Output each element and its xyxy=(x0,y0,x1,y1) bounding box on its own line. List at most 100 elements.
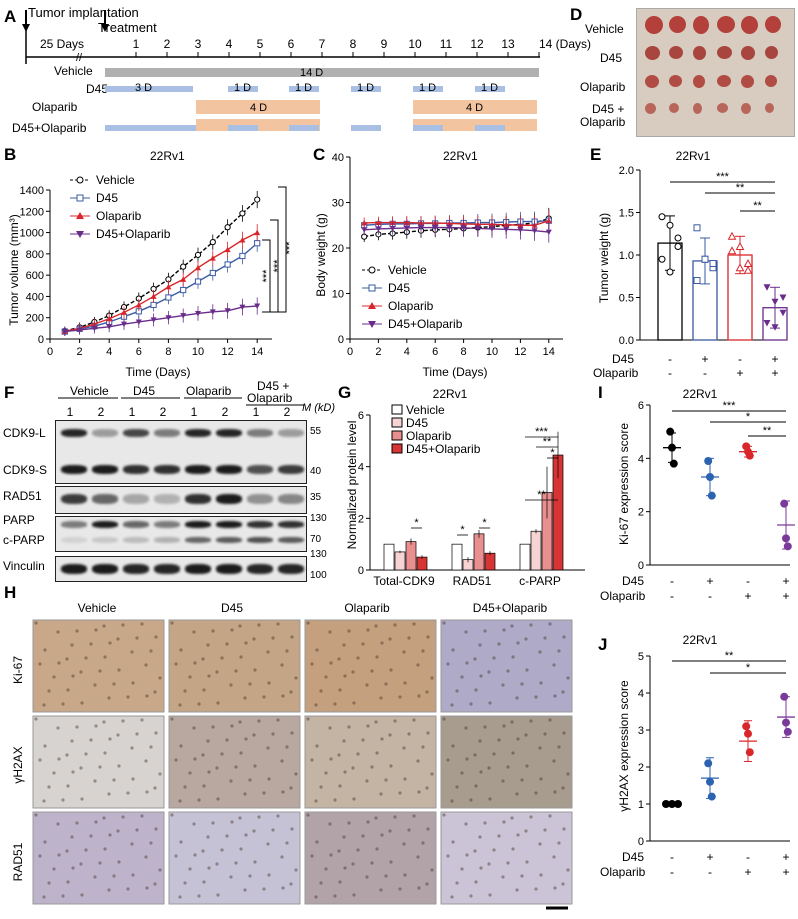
data-point xyxy=(669,459,678,468)
mw-markers: 55 40 35 130 70 130 100 xyxy=(310,426,327,581)
bar xyxy=(484,552,496,571)
cell-nucleus xyxy=(534,791,538,795)
data-point xyxy=(707,792,716,801)
data-point xyxy=(674,234,682,242)
cell-nucleus xyxy=(94,820,98,824)
cell-nucleus xyxy=(144,759,148,763)
cell-nucleus xyxy=(285,745,289,749)
cell-nucleus xyxy=(561,786,565,790)
ihc-image xyxy=(168,715,301,809)
cell-nucleus xyxy=(178,703,182,707)
cell-nucleus xyxy=(192,822,196,826)
olaparib-bar xyxy=(413,100,537,114)
cell-nucleus xyxy=(79,862,83,866)
timeline-tick-label: 9 xyxy=(381,37,388,51)
data-point xyxy=(531,228,538,234)
legend-label: Vehicle xyxy=(406,403,445,417)
lane-label: 2 xyxy=(222,405,229,419)
cell-nucleus xyxy=(93,875,97,879)
cell-nucleus xyxy=(465,853,469,857)
data-point xyxy=(780,692,789,701)
y-tick-label: 0.5 xyxy=(619,293,634,305)
cell-nucleus xyxy=(515,696,519,700)
cell-nucleus xyxy=(465,757,469,761)
tumor xyxy=(645,75,659,88)
cell-nucleus xyxy=(516,737,520,741)
cell-nucleus xyxy=(79,766,83,770)
cell-nucleus xyxy=(379,888,383,892)
cell-nucleus xyxy=(290,827,294,831)
cell-nucleus xyxy=(460,675,464,679)
data-point xyxy=(224,261,231,268)
cell-nucleus xyxy=(543,732,547,736)
cell-nucleus xyxy=(384,682,388,686)
x-tick-label: 8 xyxy=(165,346,171,358)
tumor xyxy=(741,46,755,60)
y-tick-label: 1400 xyxy=(20,185,44,197)
cell-nucleus xyxy=(252,733,256,737)
panel-h: H Vehicle D45 Olaparib D45+Olaparib Ki-6… xyxy=(4,583,573,910)
cell-nucleus xyxy=(474,688,478,692)
legend-marker xyxy=(368,321,376,328)
cell-nucleus xyxy=(473,753,477,757)
y-tick-label: 2 xyxy=(638,507,644,519)
cell-nucleus xyxy=(525,668,529,672)
x-tick-label: 12 xyxy=(221,346,233,358)
data-point xyxy=(150,293,157,299)
x-tick-label: 0 xyxy=(47,346,53,358)
cell-nucleus xyxy=(352,893,356,897)
data-point xyxy=(735,241,745,250)
sign: + xyxy=(706,850,713,864)
cell-nucleus xyxy=(215,862,219,866)
cell-nucleus xyxy=(402,650,406,654)
panel-e-row2: Olaparib xyxy=(593,366,639,380)
blot-band xyxy=(185,429,211,437)
cell-nucleus xyxy=(257,815,261,819)
cell-nucleus xyxy=(108,737,112,741)
cell-nucleus xyxy=(388,829,392,833)
cell-nucleus xyxy=(117,668,121,672)
data-point xyxy=(668,443,676,452)
cell-nucleus xyxy=(492,848,496,852)
category-label: RAD51 xyxy=(453,574,492,588)
combo-d45-bar xyxy=(475,125,505,131)
cell-nucleus xyxy=(116,733,120,737)
data-point xyxy=(135,319,142,325)
cell-nucleus xyxy=(248,778,252,782)
cell-nucleus xyxy=(178,895,182,899)
cell-nucleus xyxy=(375,751,379,755)
lane-label: 2 xyxy=(160,405,167,419)
data-point xyxy=(489,226,495,232)
cell-nucleus xyxy=(170,621,174,625)
sig-mark: ** xyxy=(763,425,772,437)
cell-nucleus xyxy=(280,663,284,667)
cell-nucleus xyxy=(248,874,252,878)
sign: + xyxy=(744,589,751,603)
data-point xyxy=(239,304,246,311)
tumor xyxy=(669,16,686,33)
cell-nucleus xyxy=(426,635,430,639)
cell-nucleus xyxy=(192,726,196,730)
cell-nucleus xyxy=(520,778,524,782)
blot-band xyxy=(216,564,242,574)
ihc-image xyxy=(32,619,165,713)
cell-nucleus xyxy=(450,895,454,899)
panel-j-ylabel: γH2AX expression score xyxy=(617,680,631,812)
cell-nucleus xyxy=(402,842,406,846)
cell-nucleus xyxy=(430,676,434,680)
cell-nucleus xyxy=(239,751,243,755)
cell-nucleus xyxy=(225,738,229,742)
cell-nucleus xyxy=(71,770,75,774)
blot-band xyxy=(61,537,87,543)
cell-nucleus xyxy=(130,842,134,846)
cell-nucleus xyxy=(65,849,69,853)
cell-nucleus xyxy=(183,689,187,693)
cell-nucleus xyxy=(398,791,402,795)
chart-c: 0 10 20 30 40 0 2 4 6 8 10 12 14 xyxy=(332,152,563,358)
cell-nucleus xyxy=(328,630,332,634)
sig-bracket xyxy=(278,186,287,313)
cell-nucleus xyxy=(388,733,392,737)
cell-nucleus xyxy=(328,726,332,730)
